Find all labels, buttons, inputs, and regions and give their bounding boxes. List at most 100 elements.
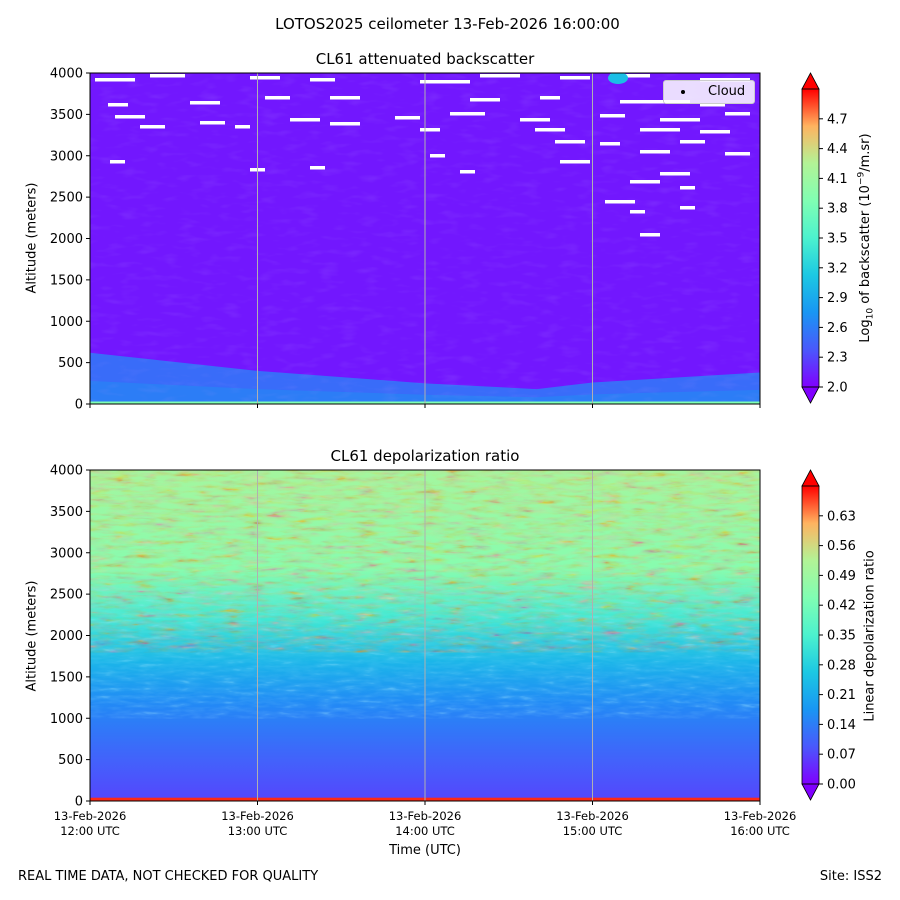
suptitle: LOTOS2025 ceilometer 13-Feb-2026 16:00:0… (275, 15, 620, 33)
cloud-gap (700, 130, 730, 134)
cloud-gap (640, 233, 660, 237)
cloud-gap (420, 80, 470, 84)
top-y-tick-label: 1500 (50, 273, 83, 288)
top-colorbar-extend-min (801, 386, 820, 404)
cloud-gap (330, 96, 360, 100)
top-y-tick-label: 0 (75, 398, 83, 413)
top-y-tick-label: 4000 (50, 67, 83, 82)
cloud-gap (150, 74, 185, 78)
top-colorbar-label: Log10 of backscatter (10−9/m.sr) (856, 133, 876, 343)
cloud-gap (640, 128, 680, 132)
cloud-gap (725, 152, 750, 156)
top-y-tick-label: 1000 (50, 315, 83, 330)
bottom-y-tick-label: 3000 (50, 546, 83, 561)
bottom-colorbar-tick-label: 0.56 (827, 539, 856, 554)
cloud-gap (535, 128, 565, 132)
cloud-gap (560, 160, 590, 164)
cloud-gap (310, 166, 325, 170)
bottom-y-tick-label: 1500 (50, 670, 83, 685)
top-y-tick-label: 2500 (50, 191, 83, 206)
bottom-colorbar-tick-label: 0.63 (827, 509, 856, 524)
top-colorbar-tick-label: 2.3 (827, 351, 848, 366)
top-colorbar-tick-label: 4.4 (827, 142, 848, 157)
bottom-colorbar-tick-label: 0.14 (827, 718, 856, 733)
cloud-gap (108, 103, 128, 107)
bottom-colorbar (802, 486, 819, 784)
bottom-colorbar-extend-max (801, 469, 820, 487)
bottom-colorbar-tick-label: 0.07 (827, 748, 856, 763)
x-tick-label-date: 13-Feb-2026 (724, 809, 797, 823)
x-tick-label-date: 13-Feb-2026 (556, 809, 629, 823)
top-colorbar (802, 89, 819, 387)
cloud-gap (725, 112, 750, 116)
cloud-gap (630, 180, 660, 184)
bottom-colorbar-tick-label: 0.35 (827, 629, 856, 644)
cloud-gap (660, 118, 700, 122)
bottom-y-tick-label: 500 (58, 753, 83, 768)
cloud-gap (520, 118, 550, 122)
cloud-gap (290, 118, 320, 122)
bottom-colorbar-tick-label: 0.21 (827, 688, 856, 703)
cloud-gap (620, 100, 690, 104)
cloud-gap (235, 125, 250, 129)
top-colorbar-tick-label: 2.0 (827, 381, 848, 396)
x-tick-label-time: 16:00 UTC (730, 824, 790, 838)
x-tick-label-date: 13-Feb-2026 (389, 809, 462, 823)
cloud-gap (460, 170, 475, 174)
footer-quality-note: REAL TIME DATA, NOT CHECKED FOR QUALITY (18, 869, 319, 884)
x-tick-label-time: 14:00 UTC (395, 824, 455, 838)
cloud-gap (680, 140, 705, 144)
bottom-colorbar-tick-label: 0.49 (827, 569, 856, 584)
bottom-colorbar-label: Linear depolarization ratio (862, 550, 878, 722)
bottom-y-tick-label: 1000 (50, 712, 83, 727)
cloud-gap (640, 150, 670, 154)
cloud-gap (310, 78, 335, 82)
bottom-colorbar-extend-min (801, 783, 820, 801)
footer-site: Site: ISS2 (819, 869, 882, 884)
top-panel-title: CL61 attenuated backscatter (315, 50, 535, 68)
cloud-gap (265, 96, 290, 100)
cloud-gap (610, 74, 650, 78)
cloud-gap (680, 186, 695, 190)
cloud-legend-marker (681, 90, 685, 94)
cloud-gap (250, 76, 280, 80)
top-y-axis-label: Altitude (meters) (24, 182, 40, 294)
cloud-gap (200, 121, 225, 125)
bottom-y-axis-label: Altitude (meters) (24, 580, 40, 692)
top-y-tick-label: 3000 (50, 149, 83, 164)
x-tick-label-date: 13-Feb-2026 (54, 809, 127, 823)
cloud-gap (560, 76, 590, 80)
cloud-gap (470, 98, 500, 102)
cloud-gap (700, 103, 725, 107)
top-colorbar-tick-label: 3.5 (827, 232, 848, 247)
cloud-gap (430, 154, 445, 158)
cloud-gap (600, 142, 620, 146)
cloud-gap (660, 172, 690, 176)
cloud-gap (680, 206, 695, 210)
top-colorbar-tick-label: 2.6 (827, 321, 848, 336)
cloud-gap (540, 96, 560, 100)
cloud-legend-label: Cloud (708, 84, 746, 99)
cloud-gap (555, 140, 585, 144)
top-colorbar-tick-label: 3.2 (827, 261, 848, 276)
bottom-colorbar-tick-label: 0.42 (827, 599, 856, 614)
bottom-y-tick-label: 2500 (50, 588, 83, 603)
bottom-y-tick-label: 0 (75, 795, 83, 810)
bottom-y-tick-label: 2000 (50, 629, 83, 644)
cloud-gap (190, 101, 220, 105)
cloud-gap (140, 125, 165, 129)
cloud-gap (700, 78, 750, 82)
top-colorbar-tick-label: 3.8 (827, 202, 848, 217)
bottom-y-tick-label: 3500 (50, 505, 83, 520)
bottom-y-tick-label: 4000 (50, 464, 83, 479)
top-y-tick-label: 3500 (50, 108, 83, 123)
cloud-gap (605, 200, 635, 204)
top-y-tick-label: 2000 (50, 232, 83, 247)
x-tick-label-time: 15:00 UTC (563, 824, 623, 838)
bottom-panel-title: CL61 depolarization ratio (330, 447, 520, 465)
x-tick-label-time: 12:00 UTC (60, 824, 120, 838)
cloud-gap (110, 160, 125, 164)
bottom-colorbar-tick-label: 0.00 (827, 778, 856, 793)
cloud-return (608, 73, 628, 84)
